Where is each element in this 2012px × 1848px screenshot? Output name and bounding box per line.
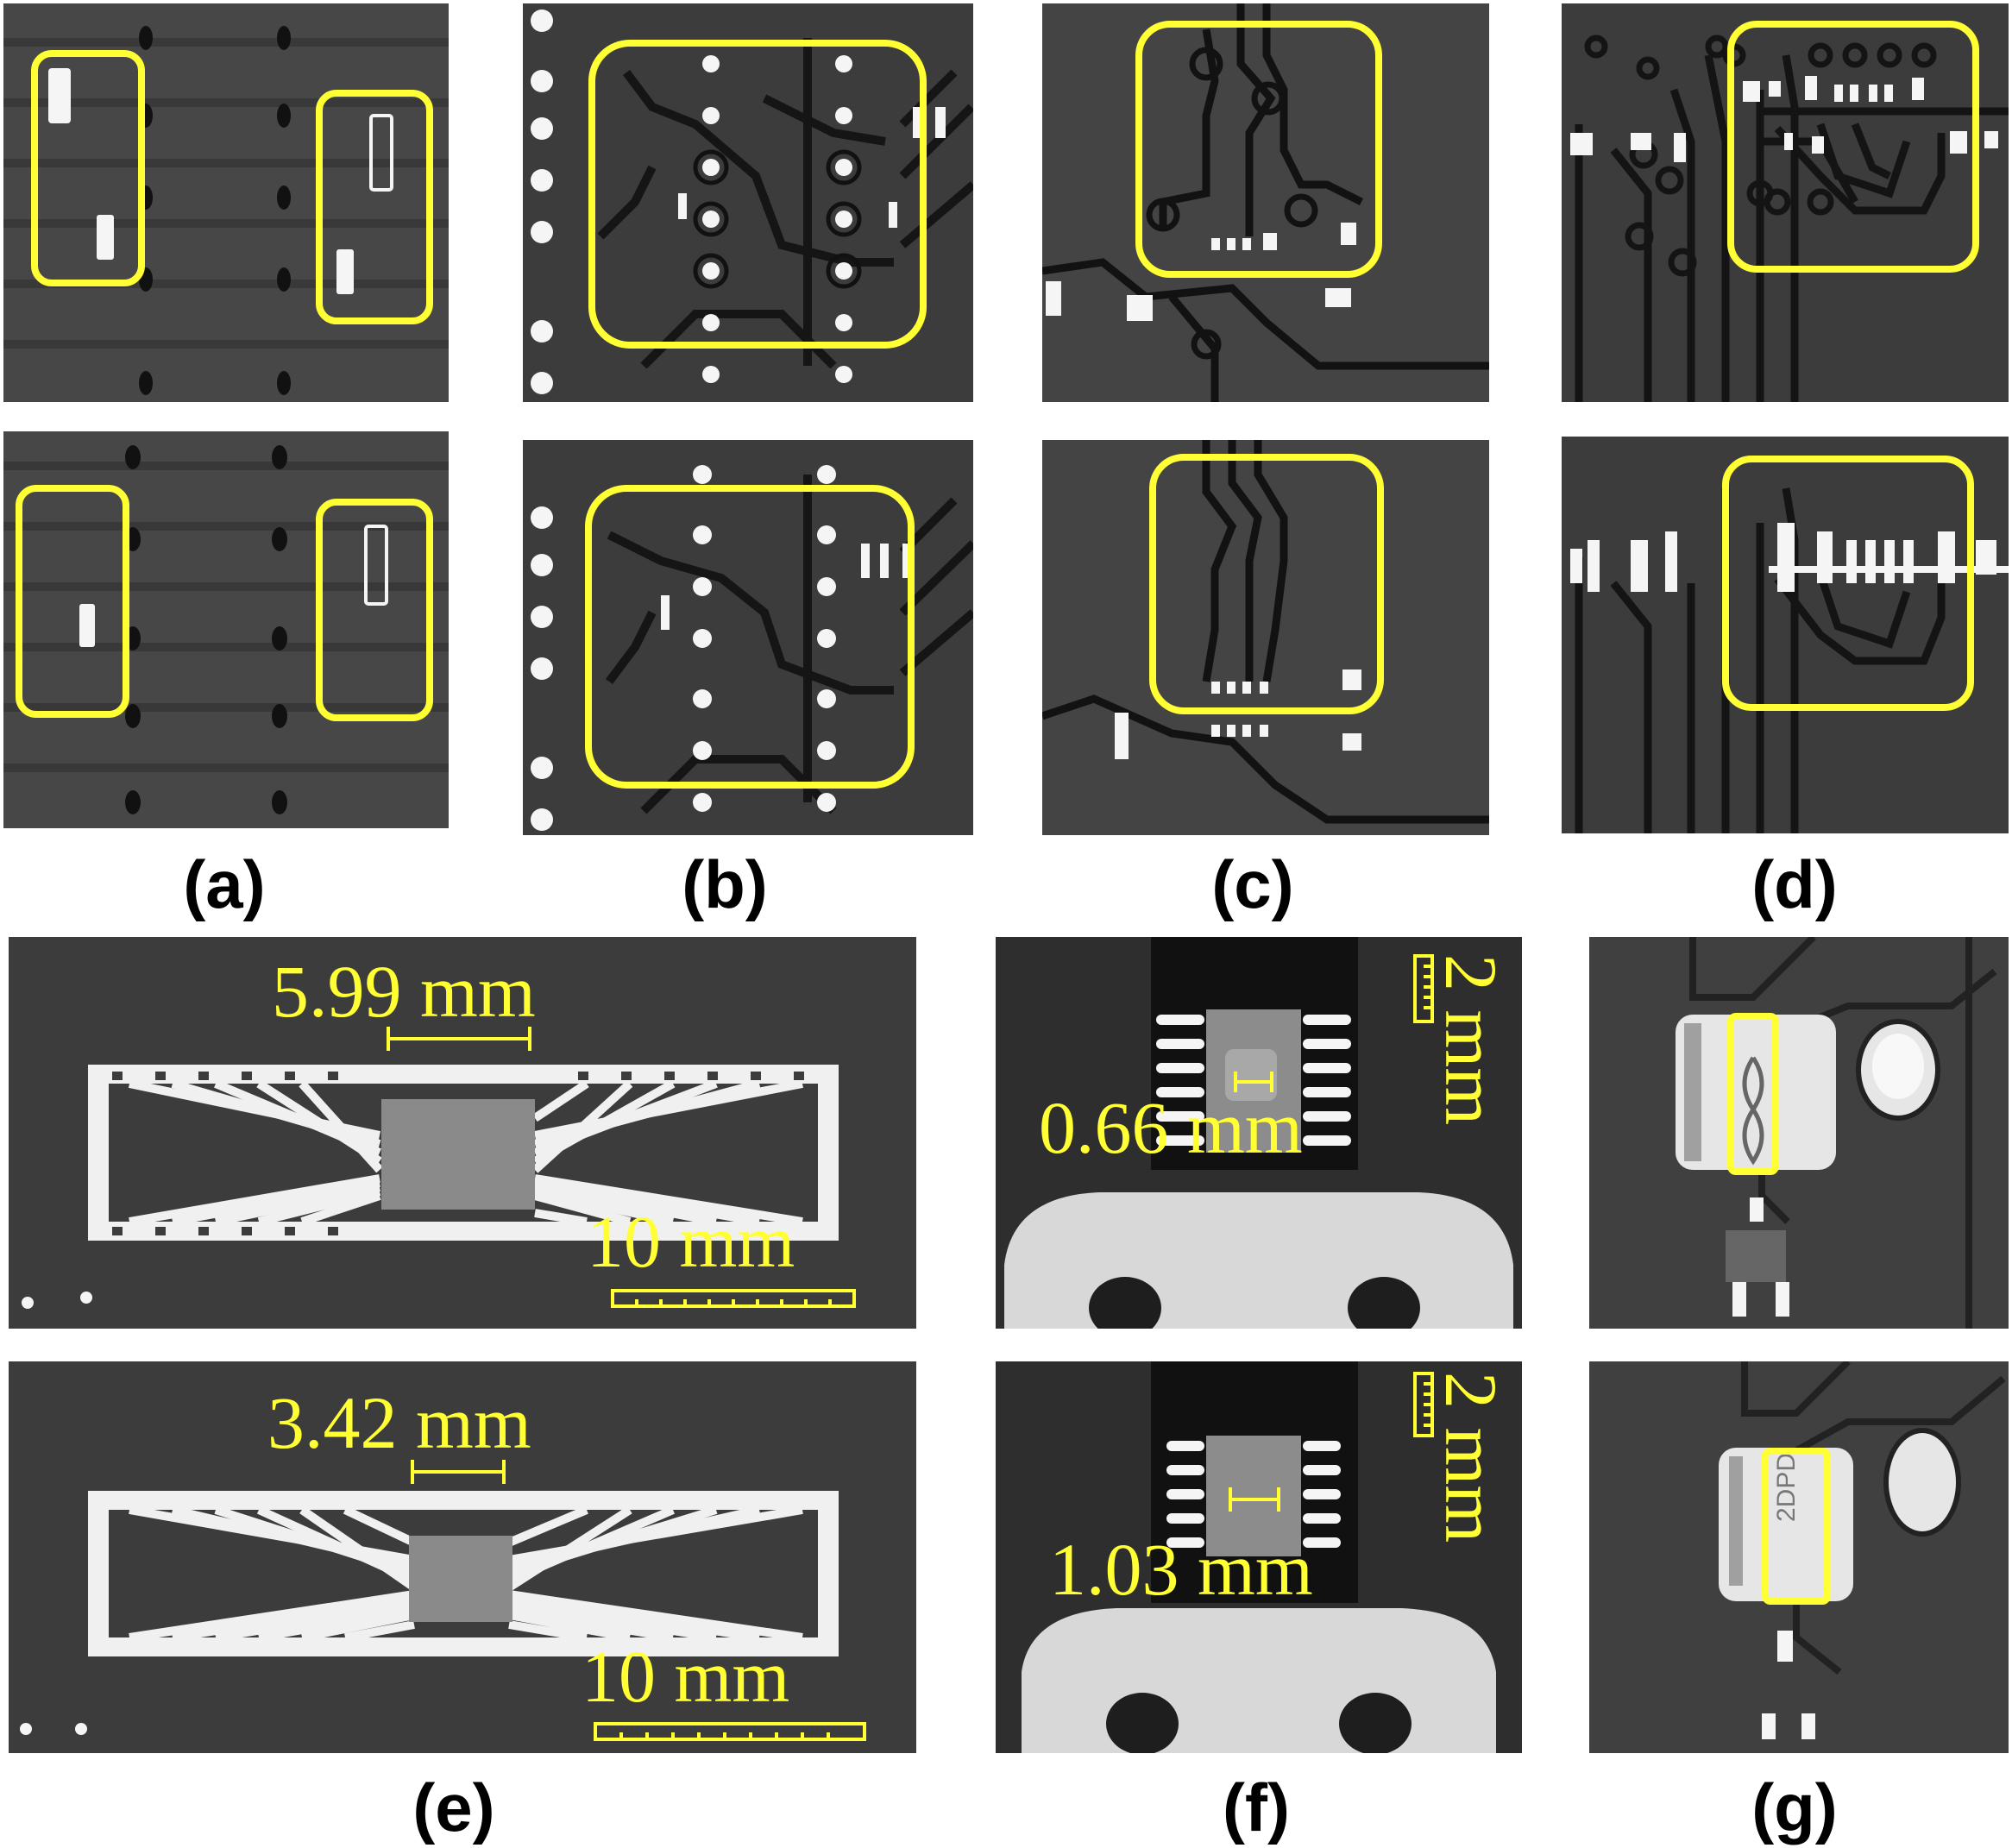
panel-a-top	[3, 3, 449, 402]
panel-f-bottom: 1.03 mm 2 mm	[996, 1361, 1522, 1753]
f-bottom-measure: 1.03 mm	[1049, 1528, 1313, 1611]
panel-b-bottom-image	[531, 465, 973, 831]
panel-e-top: 5.99 mm 10 mm	[9, 937, 916, 1329]
panel-c-bottom	[1042, 440, 1489, 835]
panel-g-top-image	[1676, 937, 1997, 1329]
e-top-measure: 5.99 mm	[272, 950, 536, 1033]
panel-d-bottom-image	[1570, 456, 2009, 833]
panel-c-bottom-image	[1042, 440, 1489, 824]
panel-b-top-image	[531, 9, 973, 394]
panel-a-bottom	[3, 431, 449, 828]
panel-d-bottom	[1562, 437, 2009, 833]
panel-a-bottom-image	[3, 445, 449, 814]
e-top-scale-label: 10 mm	[587, 1200, 795, 1283]
e-top-scalebar	[611, 1289, 856, 1308]
panel-b-bottom	[523, 440, 973, 835]
label-c: (c)	[1211, 846, 1294, 922]
label-a: (a)	[183, 846, 266, 922]
f-top-measure: 0.66 mm	[1039, 1086, 1303, 1169]
panel-a-top-image	[3, 26, 449, 395]
panel-c-top-image	[1042, 3, 1489, 402]
panel-f-bottom-image: 1.03 mm 2 mm	[1022, 1361, 1512, 1753]
panel-f-top-image: 0.66 mm 2 mm	[1004, 937, 1513, 1329]
f-top-scale-label: 2 mm	[1430, 954, 1512, 1125]
g-bottom-marking: 2DPD	[1772, 1453, 1801, 1522]
panel-e-bottom-image: 3.42 mm 10 mm	[20, 1381, 866, 1741]
panel-d-top-image	[1570, 21, 2009, 402]
panel-g-bottom: 2DPD	[1589, 1361, 2009, 1753]
panel-e-bottom: 3.42 mm 10 mm	[9, 1361, 916, 1753]
panel-e-top-image: 5.99 mm 10 mm	[22, 950, 856, 1309]
e-bottom-measure: 3.42 mm	[267, 1381, 531, 1464]
label-b: (b)	[682, 846, 768, 922]
e-bottom-scalebar	[594, 1722, 866, 1741]
e-bottom-scale-label: 10 mm	[582, 1635, 789, 1718]
label-d: (d)	[1751, 846, 1838, 922]
f-bottom-scale-label: 2 mm	[1430, 1372, 1512, 1543]
label-f: (f)	[1223, 1769, 1290, 1845]
panel-c-top	[1042, 3, 1489, 402]
panel-d-top	[1562, 3, 2009, 402]
label-e: (e)	[412, 1769, 495, 1845]
panel-g-bottom-image: 2DPD	[1719, 1361, 2006, 1739]
panel-f-top: 0.66 mm 2 mm	[996, 937, 1522, 1329]
panel-b-top	[523, 3, 973, 402]
panel-g-top	[1589, 937, 2009, 1329]
label-g: (g)	[1751, 1769, 1838, 1845]
